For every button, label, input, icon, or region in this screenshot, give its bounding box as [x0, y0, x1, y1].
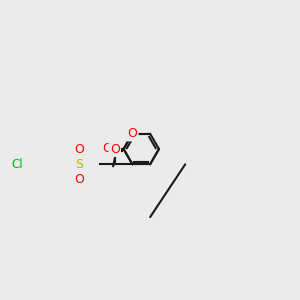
Text: S: S [75, 158, 83, 171]
Text: Cl: Cl [11, 158, 23, 171]
Text: O: O [103, 142, 112, 155]
Text: O: O [128, 127, 137, 140]
Text: O: O [110, 143, 120, 156]
Text: O: O [74, 173, 84, 186]
Text: O: O [74, 143, 84, 156]
